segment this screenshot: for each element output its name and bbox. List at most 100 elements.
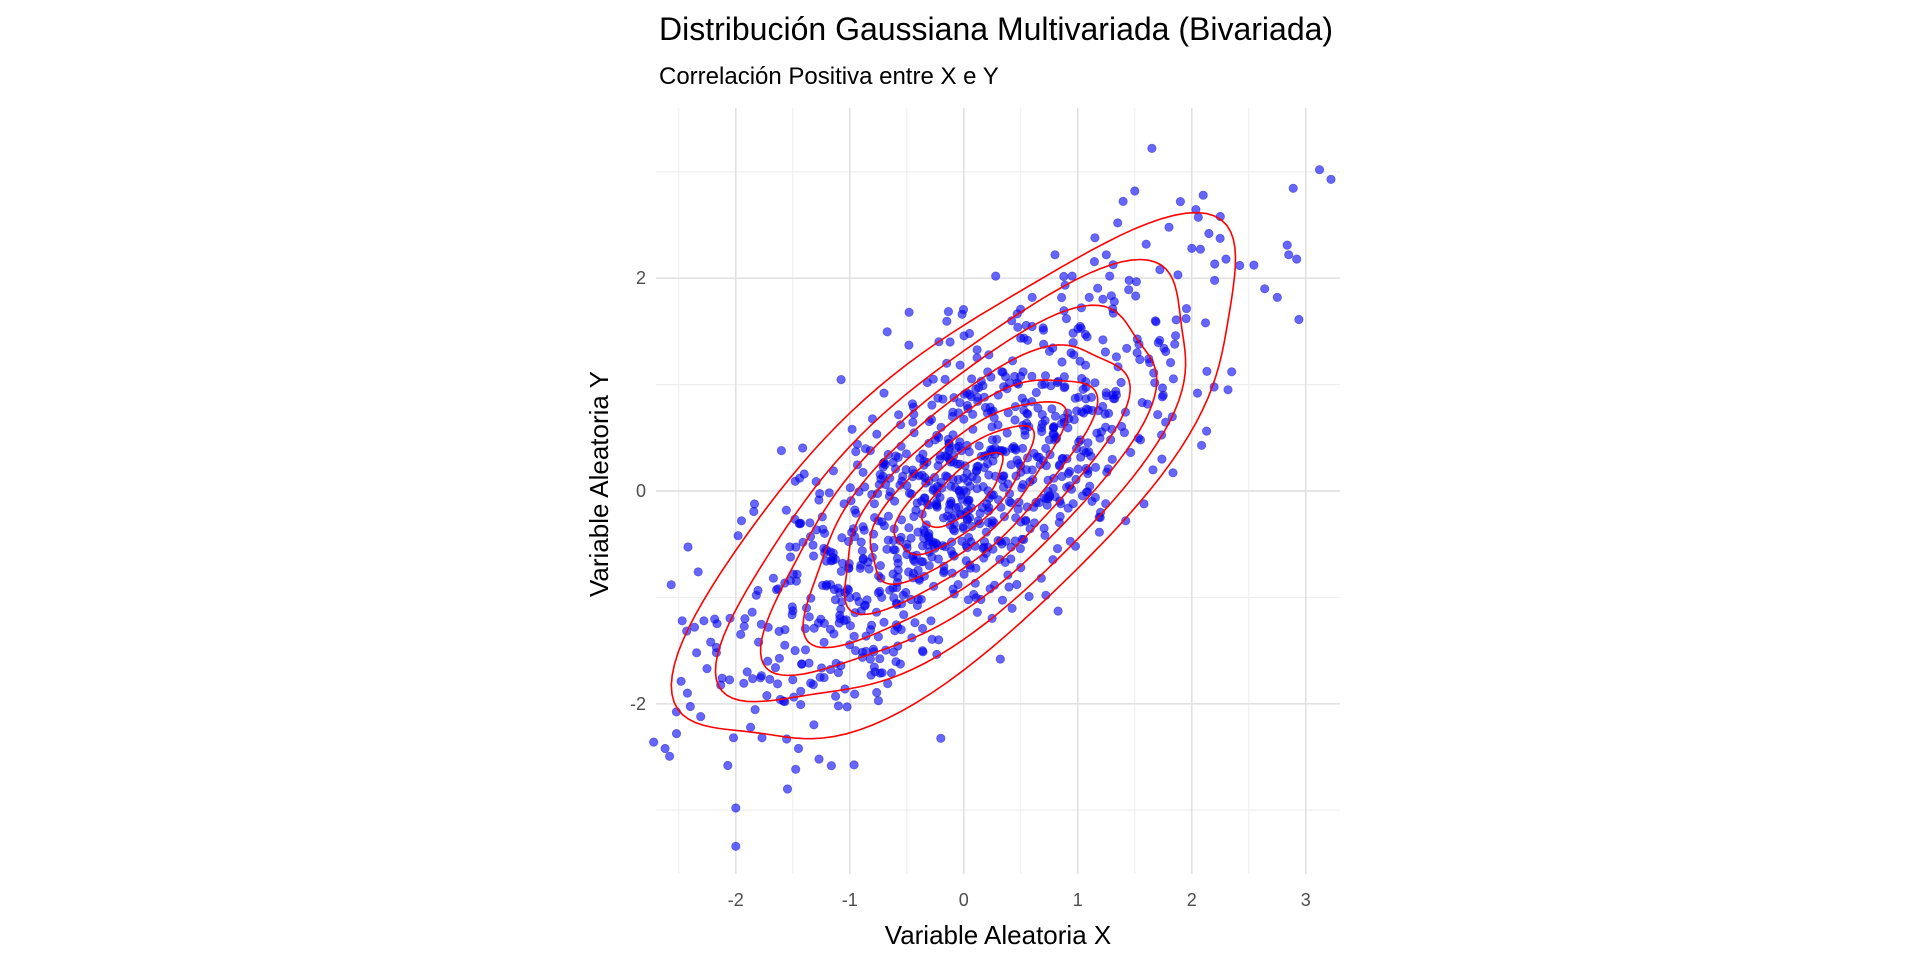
data-point — [1170, 339, 1180, 349]
data-point — [948, 584, 958, 594]
data-point — [755, 673, 766, 683]
data-point — [875, 654, 885, 664]
data-point — [971, 563, 981, 573]
data-point — [806, 678, 816, 688]
data-point — [1039, 523, 1049, 533]
data-point — [833, 701, 844, 711]
data-point — [1090, 233, 1100, 243]
data-point — [1039, 493, 1049, 503]
data-point — [904, 523, 914, 533]
data-point — [804, 612, 814, 622]
density-contour-line — [920, 451, 1004, 529]
data-point — [808, 540, 818, 550]
data-point — [935, 451, 946, 461]
data-point — [1024, 591, 1034, 602]
data-point — [860, 444, 871, 454]
data-point — [940, 374, 950, 384]
data-point — [927, 634, 937, 645]
data-point — [883, 511, 894, 521]
data-point — [1171, 315, 1181, 325]
data-point — [879, 617, 889, 627]
data-point — [919, 525, 929, 535]
data-point — [847, 424, 857, 434]
data-point — [943, 306, 954, 317]
data-point — [1221, 254, 1231, 264]
data-point — [736, 516, 747, 526]
data-point — [1052, 543, 1063, 554]
data-point — [893, 452, 903, 462]
data-point — [792, 569, 802, 579]
data-point — [739, 678, 749, 688]
data-point — [1223, 385, 1233, 395]
data-point — [765, 674, 775, 685]
data-point — [992, 434, 1002, 444]
data-point — [998, 367, 1008, 377]
data-point — [691, 648, 702, 658]
data-point — [702, 663, 712, 674]
data-point — [676, 676, 686, 686]
data-point — [780, 625, 790, 635]
x-tick-label: 0 — [959, 890, 969, 910]
data-point — [791, 764, 801, 774]
grid — [656, 108, 1340, 874]
data-point — [982, 458, 993, 469]
data-point — [929, 483, 939, 494]
data-point — [893, 410, 904, 420]
data-point — [796, 686, 806, 696]
data-point — [969, 589, 979, 600]
data-point — [1031, 387, 1041, 398]
data-point — [1131, 277, 1142, 287]
data-point — [958, 521, 968, 532]
data-point — [1046, 381, 1056, 391]
data-point — [893, 558, 903, 568]
data-point — [817, 580, 828, 591]
data-point — [728, 733, 739, 743]
data-point — [1068, 499, 1078, 509]
data-point — [945, 337, 955, 347]
data-point — [964, 447, 974, 457]
data-point — [1006, 460, 1016, 470]
data-point — [987, 422, 997, 432]
data-point — [1157, 383, 1168, 393]
data-point — [1000, 557, 1010, 568]
data-point — [917, 623, 928, 634]
data-point — [1084, 292, 1094, 302]
data-point — [972, 345, 982, 355]
data-point — [1033, 403, 1043, 413]
data-point — [1155, 335, 1165, 345]
data-point — [851, 446, 861, 457]
data-point — [1100, 347, 1111, 357]
data-point — [1057, 357, 1067, 367]
data-point — [1292, 254, 1302, 264]
data-point — [1037, 409, 1047, 420]
data-point — [1007, 443, 1017, 453]
data-point — [849, 760, 859, 770]
data-point — [825, 547, 835, 557]
chart-subtitle: Correlación Positiva entre X e Y — [659, 63, 999, 90]
data-point — [733, 531, 743, 541]
data-point — [869, 499, 880, 509]
data-point — [1013, 322, 1023, 332]
x-tick-label: 3 — [1301, 890, 1311, 910]
data-point — [1153, 409, 1163, 420]
data-point — [808, 551, 819, 561]
data-point — [932, 500, 942, 511]
data-point — [768, 573, 779, 583]
data-point — [1065, 466, 1075, 477]
data-point — [849, 631, 859, 641]
density-contour-line — [893, 424, 1036, 556]
data-point — [1032, 452, 1042, 462]
data-point — [1055, 511, 1065, 522]
data-point — [991, 271, 1001, 281]
data-point — [1084, 447, 1094, 457]
data-point — [873, 696, 884, 706]
data-point — [1326, 174, 1336, 184]
data-point — [910, 618, 920, 628]
data-point — [1087, 496, 1097, 506]
data-point — [649, 737, 659, 747]
data-point — [1151, 317, 1161, 327]
y-axis-ticks: -2 0 2 — [630, 268, 646, 714]
data-point — [901, 587, 911, 598]
data-point — [953, 474, 964, 485]
data-point — [1215, 233, 1225, 243]
